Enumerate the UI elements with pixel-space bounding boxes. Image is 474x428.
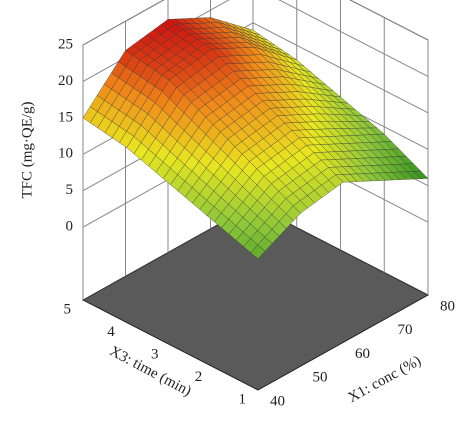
x-tick-label: 70 xyxy=(398,322,413,338)
z-tick-label: 25 xyxy=(58,36,73,52)
z-tick-label: 5 xyxy=(66,182,74,198)
x-tick-label: 60 xyxy=(355,346,370,362)
x-tick-label: 40 xyxy=(270,393,285,409)
grid-line xyxy=(82,0,429,46)
y-tick-label: 3 xyxy=(151,346,159,362)
z-tick-label: 15 xyxy=(58,109,73,125)
y-tick-label: 1 xyxy=(239,391,247,407)
z-tick-label: 20 xyxy=(58,73,73,89)
surface-patch xyxy=(250,244,266,260)
y-tick-label: 5 xyxy=(64,301,72,317)
y-tick-label: 4 xyxy=(107,324,115,340)
x-tick-label: 80 xyxy=(440,298,455,314)
z-tick-label: 10 xyxy=(58,146,73,162)
y-tick-label: 2 xyxy=(195,369,203,385)
z-axis-label: TFC (mg·QE/g) xyxy=(19,101,35,198)
x-tick-label: 50 xyxy=(313,370,328,386)
z-tick-label: 0 xyxy=(66,219,74,235)
